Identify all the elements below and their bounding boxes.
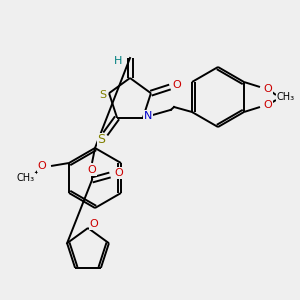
- Text: S: S: [97, 133, 105, 146]
- Text: O: O: [264, 100, 272, 110]
- Text: O: O: [38, 161, 46, 171]
- Text: N: N: [144, 111, 152, 121]
- Text: CH₃: CH₃: [277, 92, 295, 102]
- Text: O: O: [264, 84, 272, 94]
- Text: CH₃: CH₃: [277, 93, 295, 103]
- Text: O: O: [115, 168, 123, 178]
- Text: O: O: [88, 165, 96, 175]
- Text: O: O: [172, 80, 181, 90]
- Text: CH₃: CH₃: [17, 173, 35, 183]
- Text: S: S: [100, 90, 106, 100]
- Text: H: H: [114, 56, 122, 66]
- Text: O: O: [90, 219, 98, 229]
